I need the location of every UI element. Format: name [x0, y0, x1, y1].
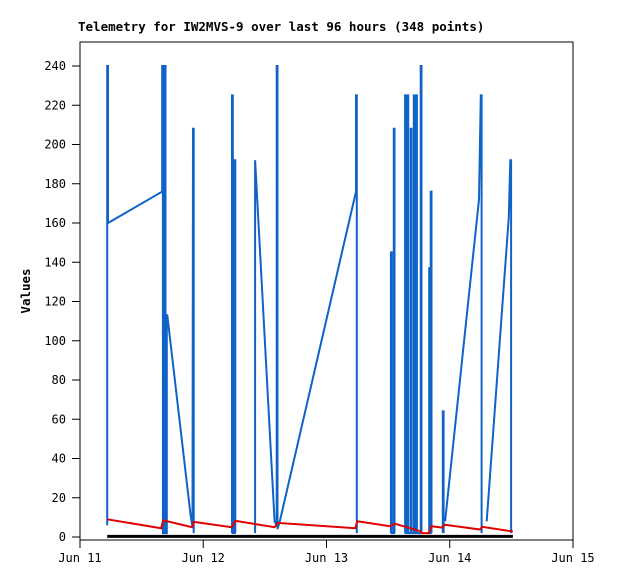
- y-tick-label: 40: [52, 452, 66, 466]
- y-tick-label: 140: [44, 255, 66, 269]
- telemetry-channel-blue-line: [441, 410, 445, 534]
- x-tick-label: Jun 13: [305, 551, 348, 565]
- y-tick-label: 240: [44, 59, 66, 73]
- chart-title: Telemetry for IW2MVS-9 over last 96 hour…: [78, 19, 484, 34]
- telemetry-channel-red-line: [107, 518, 514, 535]
- y-tick-label: 20: [52, 491, 66, 505]
- y-tick-label: 120: [44, 295, 66, 309]
- y-tick-label: 0: [59, 530, 66, 544]
- x-tick-label: Jun 14: [428, 551, 471, 565]
- telemetry-channel-blue-line: [389, 127, 396, 535]
- telemetry-channel-blue-line: [106, 65, 195, 535]
- telemetry-channel-blue-line: [485, 159, 513, 534]
- y-tick-label: 80: [52, 373, 66, 387]
- x-tick-label: Jun 15: [551, 551, 594, 565]
- plot-border: [79, 41, 574, 541]
- data-series: [106, 65, 514, 538]
- y-axis-label: Values: [18, 268, 33, 313]
- telemetry-channel-blue-line: [404, 65, 423, 535]
- telemetry-channel-blue-line: [231, 94, 237, 535]
- y-tick-label: 220: [44, 98, 66, 112]
- axis-ticks: 0 20 40 60 80 100 120 140 160 180 200 220 240 Jun 11 J…: [44, 59, 594, 565]
- y-tick-label: 180: [44, 177, 66, 191]
- x-tick-label: Jun 12: [182, 551, 225, 565]
- telemetry-channel-blue-line: [428, 190, 433, 535]
- y-tick-label: 200: [44, 138, 66, 152]
- y-tick-label: 160: [44, 216, 66, 230]
- x-tick-label: Jun 11: [58, 551, 101, 565]
- y-tick-label: 60: [52, 412, 66, 426]
- telemetry-channel-blue-line: [444, 94, 483, 534]
- y-tick-label: 100: [44, 334, 66, 348]
- telemetry-channel-blue-line: [254, 65, 358, 534]
